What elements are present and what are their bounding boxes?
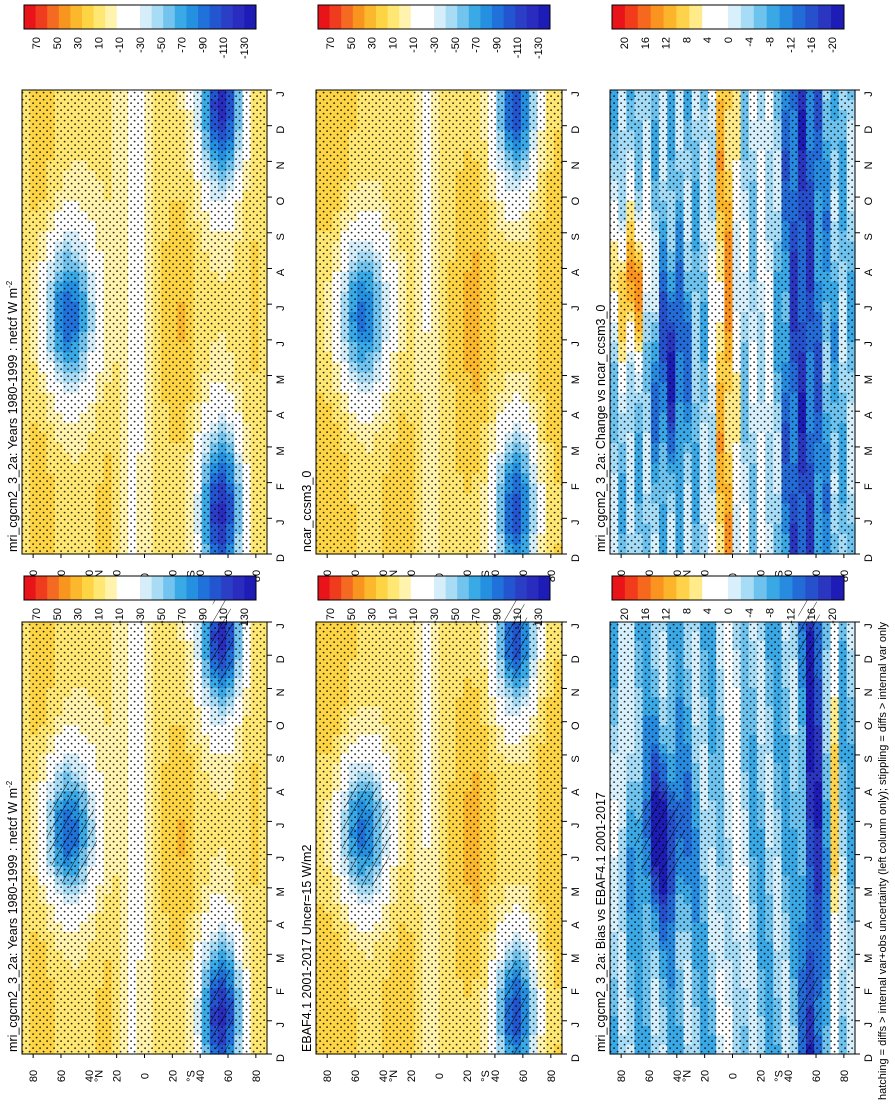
month-tick-label: D — [275, 655, 287, 663]
lat-tick-label: 20 — [112, 1070, 124, 1082]
panel-title-superscript: -2 — [5, 280, 14, 288]
month-tick-label: A — [275, 788, 287, 796]
month-tick-label: D — [275, 554, 287, 562]
month-tick-label: J — [570, 1022, 582, 1028]
month-tick-label: N — [570, 688, 582, 696]
month-tick-label: M — [570, 887, 582, 896]
month-tick-label: O — [275, 196, 287, 205]
month-tick-label: N — [275, 688, 287, 696]
lat-tick-label: 20 — [167, 1070, 179, 1082]
lat-tick-label: 40 — [195, 1070, 207, 1082]
month-tick-label: J — [570, 823, 582, 829]
month-tick-label: J — [275, 520, 287, 526]
hemisphere-label: °S — [185, 1070, 197, 1082]
lat-tick-label: 40 — [84, 1070, 96, 1082]
hemisphere-label: °N — [94, 1070, 106, 1082]
month-tick-label: F — [570, 988, 582, 995]
month-tick-label: S — [570, 755, 582, 762]
month-tick-label: O — [570, 721, 582, 730]
month-tick-label: A — [570, 921, 582, 929]
panel-p1: D J F M A M J J A S O N D J 80 60 40 20 0 20 40 60 80 °N °S mri_c… — [5, 592, 287, 1082]
lat-tick-label: 20 — [406, 1070, 418, 1082]
panel-title: mri_cgcm2_3_2a: Years 1980-1999 : netcf … — [5, 780, 20, 1052]
lat-tick-label: 80 — [28, 1070, 40, 1082]
panel-title: mri_cgcm2_3_2a: Years 1980-1999 : netcf … — [5, 280, 20, 552]
lat-tick-label: 60 — [56, 1070, 68, 1082]
panel-p2: DJFMAMJJASONDJ80604020020406080°N°Smri_c… — [5, 89, 287, 582]
lat-tick-label: 60 — [518, 1070, 530, 1082]
month-tick-label: J — [570, 856, 582, 862]
month-tick-label: M — [275, 375, 287, 384]
month-tick-label: N — [275, 161, 287, 169]
month-tick-label: D — [275, 126, 287, 134]
month-tick-label: M — [275, 887, 287, 896]
hatch-region — [503, 592, 529, 686]
lat-tick-label: 40 — [378, 1070, 390, 1082]
hatch-region — [503, 961, 529, 1054]
month-tick-label: J — [275, 623, 287, 629]
month-tick-label: D — [570, 655, 582, 663]
month-tick-label: J — [275, 1022, 287, 1028]
lat-tick-label: 40 — [490, 1070, 502, 1082]
month-tick-label: S — [275, 755, 287, 762]
hatch-region — [47, 781, 98, 888]
hemisphere-label: °S — [480, 1070, 492, 1082]
lat-tick-label: 80 — [251, 1070, 263, 1082]
month-tick-label: D — [570, 1054, 582, 1062]
month-tick-label: S — [275, 233, 287, 240]
lat-tick-label: 60 — [223, 1070, 235, 1082]
month-tick-label: M — [275, 446, 287, 455]
month-tick-label: A — [275, 268, 287, 276]
panel-p3: D J F M A M J J A S O N D J 80 60 40 20 0 20 40 60 80 °N °S EBAF4… — [300, 592, 582, 1082]
month-tick-label: J — [275, 856, 287, 862]
month-tick-label: A — [275, 411, 287, 419]
month-tick-label: J — [275, 341, 287, 347]
month-tick-label: J — [275, 823, 287, 829]
hatch-region — [208, 592, 234, 686]
month-tick-label: J — [275, 91, 287, 97]
lat-tick-label: 0 — [434, 1073, 446, 1079]
lat-tick-label: 80 — [322, 1070, 334, 1082]
month-tick-label: J — [570, 623, 582, 629]
month-tick-label: J — [275, 305, 287, 311]
hemisphere-label: °N — [388, 1070, 400, 1082]
month-tick-label: A — [570, 788, 582, 796]
month-tick-label: D — [275, 1054, 287, 1062]
lat-tick-label: 0 — [140, 1073, 152, 1079]
lat-tick-label: 80 — [546, 1070, 558, 1082]
month-tick-label: A — [275, 921, 287, 929]
panel-p4: DJFMAMJJASONDJ80604020020406080°N°Sncar_… — [300, 89, 582, 582]
month-tick-label: F — [275, 483, 287, 490]
month-tick-label: O — [275, 721, 287, 730]
panel-title: EBAF4.1 2001-2017 Uncer=15 W/m2 — [300, 845, 314, 1052]
month-tick-label: M — [570, 954, 582, 963]
month-tick-label: F — [275, 988, 287, 995]
lat-tick-label: 60 — [350, 1070, 362, 1082]
lat-tick-label: 20 — [462, 1070, 474, 1082]
panel-title-superscript: -2 — [5, 780, 14, 788]
stipple-overlay — [22, 90, 267, 554]
month-tick-label: M — [275, 954, 287, 963]
hatch-region — [208, 961, 234, 1054]
hatch-region — [341, 781, 392, 888]
